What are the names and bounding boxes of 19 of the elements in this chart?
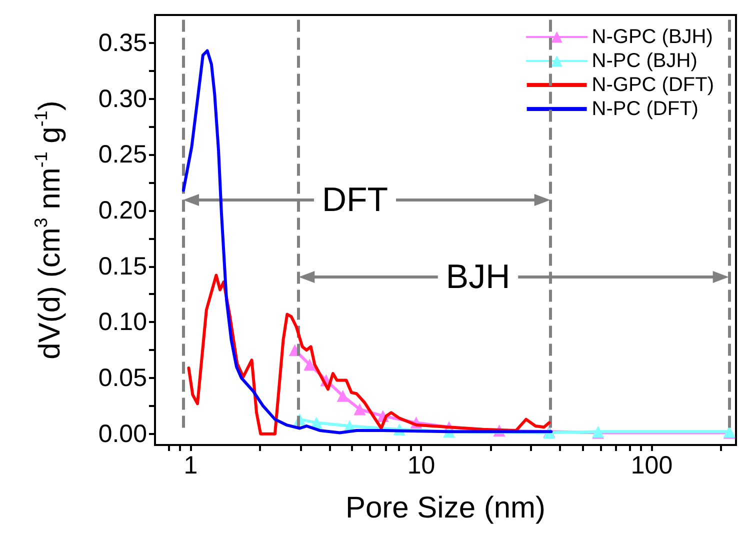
y-axis-title: dV(d) (cm3 nm-1 g-1) bbox=[31, 100, 66, 360]
legend-label: N-PC (DFT) bbox=[592, 98, 698, 120]
x-tick-label: 10 bbox=[407, 452, 436, 480]
y-tick-label: 0.20 bbox=[98, 196, 147, 224]
x-axis-title: Pore Size (nm) bbox=[345, 492, 546, 524]
x-tick-label: 100 bbox=[630, 452, 673, 480]
annotation: BJH bbox=[446, 258, 510, 296]
legend-label: N-GPC (BJH) bbox=[592, 26, 713, 48]
y-tick-label: 0.25 bbox=[98, 140, 147, 169]
legend-label: N-GPC (DFT) bbox=[592, 74, 714, 96]
legend-label: N-PC (BJH) bbox=[592, 50, 698, 72]
x-tick-label: 1 bbox=[184, 452, 198, 480]
y-tick-label: 0.35 bbox=[98, 28, 147, 57]
y-tick-label: 0.15 bbox=[98, 252, 147, 280]
y-tick-label: 0.00 bbox=[98, 420, 147, 448]
y-tick-label: 0.30 bbox=[98, 84, 147, 113]
annotation: DFT bbox=[322, 181, 388, 219]
y-tick-label: 0.10 bbox=[98, 308, 147, 336]
y-tick-label: 0.05 bbox=[98, 364, 147, 392]
